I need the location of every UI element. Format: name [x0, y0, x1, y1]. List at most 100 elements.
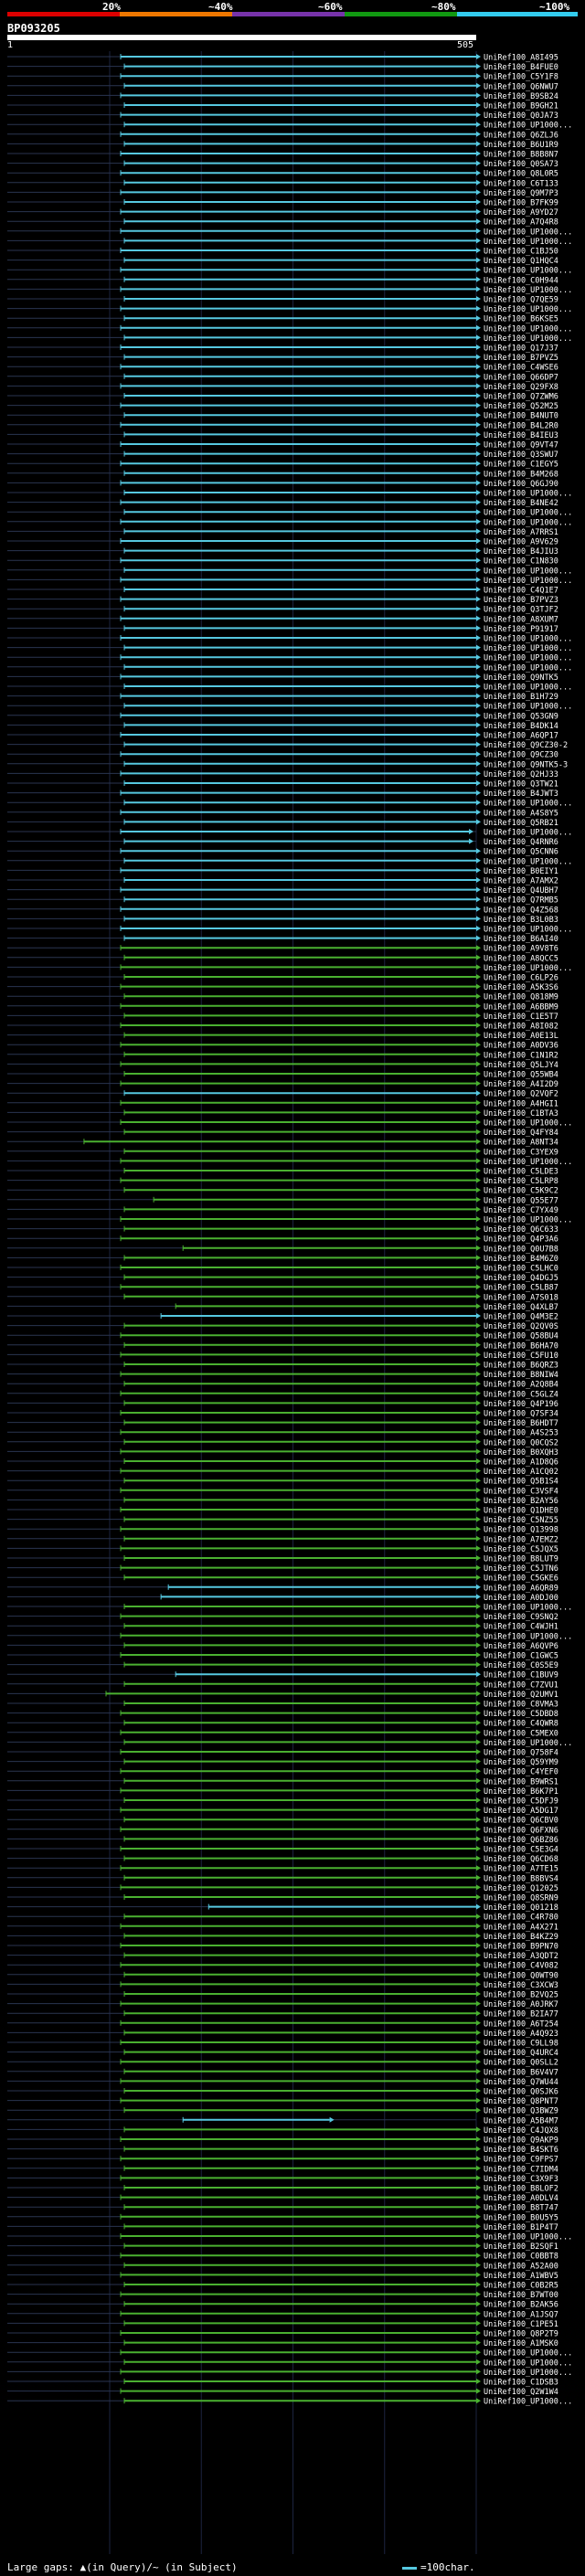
hit-label[interactable]: UniRef100_B9WRS1	[484, 1777, 558, 1786]
hit-label[interactable]: UniRef100_A5DG17	[484, 1807, 558, 1816]
hit-label[interactable]: UniRef100_Q3TW21	[484, 780, 558, 790]
hit-label[interactable]: UniRef100_B6K7P1	[484, 1787, 558, 1797]
hit-label[interactable]: UniRef100_B7PVZ3	[484, 596, 558, 605]
hit-label[interactable]: UniRef100_C5GLZ4	[484, 1390, 558, 1399]
hit-label[interactable]: UniRef100_C4QWR8	[484, 1720, 558, 1729]
hit-label[interactable]: UniRef100_A6T254	[484, 2019, 558, 2029]
hit-label[interactable]: UniRef100_UP1000...	[484, 518, 572, 527]
hit-label[interactable]: UniRef100_C3XCW3	[484, 1981, 558, 1990]
hit-label[interactable]: UniRef100_Q6CBV0	[484, 1817, 558, 1826]
hit-label[interactable]: UniRef100_Q8L0R5	[484, 170, 558, 179]
hit-label[interactable]: UniRef100_UP1000...	[484, 663, 572, 673]
hit-label[interactable]: UniRef100_C0B2R5	[484, 2282, 558, 2291]
hit-label[interactable]: UniRef100_UP1000...	[484, 567, 572, 576]
hit-label[interactable]: UniRef100_UP1000...	[484, 1632, 572, 1641]
hit-label[interactable]: UniRef100_Q9VT47	[484, 441, 558, 451]
hit-label[interactable]: UniRef100_Q6CD68	[484, 1855, 558, 1864]
hit-label[interactable]: UniRef100_C5LRP8	[484, 1177, 558, 1186]
hit-label[interactable]: UniRef100_C7YX49	[484, 1206, 558, 1215]
hit-label[interactable]: UniRef100_A4S253	[484, 1429, 558, 1438]
hit-label[interactable]: UniRef100_A5B4M7	[484, 2116, 558, 2125]
hit-label[interactable]: UniRef100_C5DFJ9	[484, 1797, 558, 1807]
hit-label[interactable]: UniRef100_UP1000...	[484, 1216, 572, 1225]
hit-label[interactable]: UniRef100_Q6ZLJ6	[484, 131, 558, 140]
hit-label[interactable]: UniRef100_Q3TJF2	[484, 606, 558, 615]
hit-label[interactable]: UniRef100_C5JTN6	[484, 1564, 558, 1574]
hit-label[interactable]: UniRef100_A6QP17	[484, 732, 558, 741]
hit-label[interactable]: UniRef100_C1EGY5	[484, 461, 558, 470]
hit-label[interactable]: UniRef100_C6LP26	[484, 974, 558, 983]
hit-label[interactable]: UniRef100_C1DSB3	[484, 2379, 558, 2388]
hit-label[interactable]: UniRef100_Q4DGJ5	[484, 1274, 558, 1283]
hit-label[interactable]: UniRef100_C5JQX5	[484, 1545, 558, 1554]
hit-label[interactable]: UniRef100_Q7RMB5	[484, 896, 558, 906]
hit-label[interactable]: UniRef100_Q1HQC4	[484, 257, 558, 266]
hit-label[interactable]: UniRef100_Q53GN9	[484, 712, 558, 721]
hit-label[interactable]: UniRef100_Q8PNT7	[484, 2097, 558, 2106]
hit-label[interactable]: UniRef100_UP1000...	[484, 324, 572, 334]
hit-label[interactable]: UniRef100_B3L0B3	[484, 916, 558, 925]
hit-label[interactable]: UniRef100_C4Q1E7	[484, 587, 558, 596]
hit-label[interactable]: UniRef100_A7TE15	[484, 1865, 558, 1874]
hit-label[interactable]: UniRef100_B2VQ25	[484, 1991, 558, 2000]
hit-label[interactable]: UniRef100_A8NT34	[484, 1139, 558, 1148]
hit-label[interactable]: UniRef100_Q0SJK6	[484, 2088, 558, 2097]
hit-label[interactable]: UniRef100_B2AY56	[484, 1497, 558, 1506]
hit-label[interactable]: UniRef100_Q13998	[484, 1526, 558, 1535]
hit-label[interactable]: UniRef100_C1BTA3	[484, 1109, 558, 1118]
hit-label[interactable]: UniRef100_B7PVZ5	[484, 354, 558, 363]
hit-label[interactable]: UniRef100_Q7QE59	[484, 296, 558, 305]
hit-label[interactable]: UniRef100_A8I495	[484, 54, 558, 63]
hit-label[interactable]: UniRef100_UP1000...	[484, 926, 572, 935]
hit-label[interactable]: UniRef100_Q0SLL2	[484, 2059, 558, 2068]
hit-label[interactable]: UniRef100_Q4FY84	[484, 1129, 558, 1138]
hit-label[interactable]: UniRef100_C1PE51	[484, 2320, 558, 2329]
hit-label[interactable]: UniRef100_UP1000...	[484, 829, 572, 838]
hit-label[interactable]: UniRef100_A6QVP6	[484, 1642, 558, 1651]
hit-label[interactable]: UniRef100_Q01218	[484, 1903, 558, 1913]
hit-label[interactable]: UniRef100_B6HDT7	[484, 1419, 558, 1428]
hit-label[interactable]: UniRef100_Q9CZ30-2	[484, 741, 568, 750]
hit-label[interactable]: UniRef100_C5LDE3	[484, 1168, 558, 1177]
hit-label[interactable]: UniRef100_A1MSK0	[484, 2339, 558, 2348]
hit-label[interactable]: UniRef100_C3X9F3	[484, 2175, 558, 2184]
hit-label[interactable]: UniRef100_Q52M25	[484, 402, 558, 411]
hit-label[interactable]: UniRef100_UP1000...	[484, 703, 572, 712]
hit-label[interactable]: UniRef100_C5GKE6	[484, 1574, 558, 1584]
hit-label[interactable]: UniRef100_A0JRK7	[484, 2000, 558, 2009]
hit-label[interactable]: UniRef100_A6QR89	[484, 1584, 558, 1593]
hit-label[interactable]: UniRef100_A9V8T6	[484, 945, 558, 954]
hit-label[interactable]: UniRef100_Q4P196	[484, 1400, 558, 1409]
hit-label[interactable]: UniRef100_C5MEX0	[484, 1729, 558, 1738]
hit-label[interactable]: UniRef100_Q6C633	[484, 1225, 558, 1235]
hit-label[interactable]: UniRef100_UP1000...	[484, 577, 572, 586]
hit-label[interactable]: UniRef100_UP1000...	[484, 2349, 572, 2359]
hit-label[interactable]: UniRef100_A2Q8B4	[484, 1381, 558, 1390]
hit-label[interactable]: UniRef100_A4HGI1	[484, 1099, 558, 1108]
hit-label[interactable]: UniRef100_B7WT00	[484, 2291, 558, 2300]
hit-label[interactable]: UniRef100_C4WJH1	[484, 1623, 558, 1632]
hit-label[interactable]: UniRef100_B6KSE5	[484, 315, 558, 324]
hit-label[interactable]: UniRef100_B4SKT6	[484, 2146, 558, 2155]
hit-label[interactable]: UniRef100_A1D8Q6	[484, 1458, 558, 1468]
hit-label[interactable]: UniRef100_Q818M9	[484, 993, 558, 1002]
hit-label[interactable]: UniRef100_C8VMA3	[484, 1701, 558, 1710]
hit-label[interactable]: UniRef100_C5E3G4	[484, 1846, 558, 1855]
hit-label[interactable]: UniRef100_UP1000...	[484, 644, 572, 653]
hit-label[interactable]: UniRef100_A8QCC5	[484, 954, 558, 963]
hit-label[interactable]: UniRef100_Q6NWU7	[484, 82, 558, 91]
hit-label[interactable]: UniRef100_A0DJ00	[484, 1594, 558, 1603]
hit-label[interactable]: UniRef100_C5LB87	[484, 1284, 558, 1293]
hit-label[interactable]: UniRef100_A8XUM7	[484, 615, 558, 624]
hit-label[interactable]: UniRef100_UP1000...	[484, 964, 572, 973]
hit-label[interactable]: UniRef100_A1WBV5	[484, 2272, 558, 2281]
hit-label[interactable]: UniRef100_UP1000...	[484, 286, 572, 295]
hit-label[interactable]: UniRef100_Q9NTK5	[484, 673, 558, 683]
hit-label[interactable]: UniRef100_A7AMX2	[484, 877, 558, 886]
hit-label[interactable]: UniRef100_UP1000...	[484, 305, 572, 314]
hit-label[interactable]: UniRef100_UP1000...	[484, 228, 572, 237]
hit-label[interactable]: UniRef100_Q2VQF2	[484, 1090, 558, 1099]
hit-label[interactable]: UniRef100_Q55E77	[484, 1196, 558, 1205]
hit-label[interactable]: UniRef100_B4NE42	[484, 499, 558, 508]
hit-label[interactable]: UniRef100_C5NZ55	[484, 1516, 558, 1525]
